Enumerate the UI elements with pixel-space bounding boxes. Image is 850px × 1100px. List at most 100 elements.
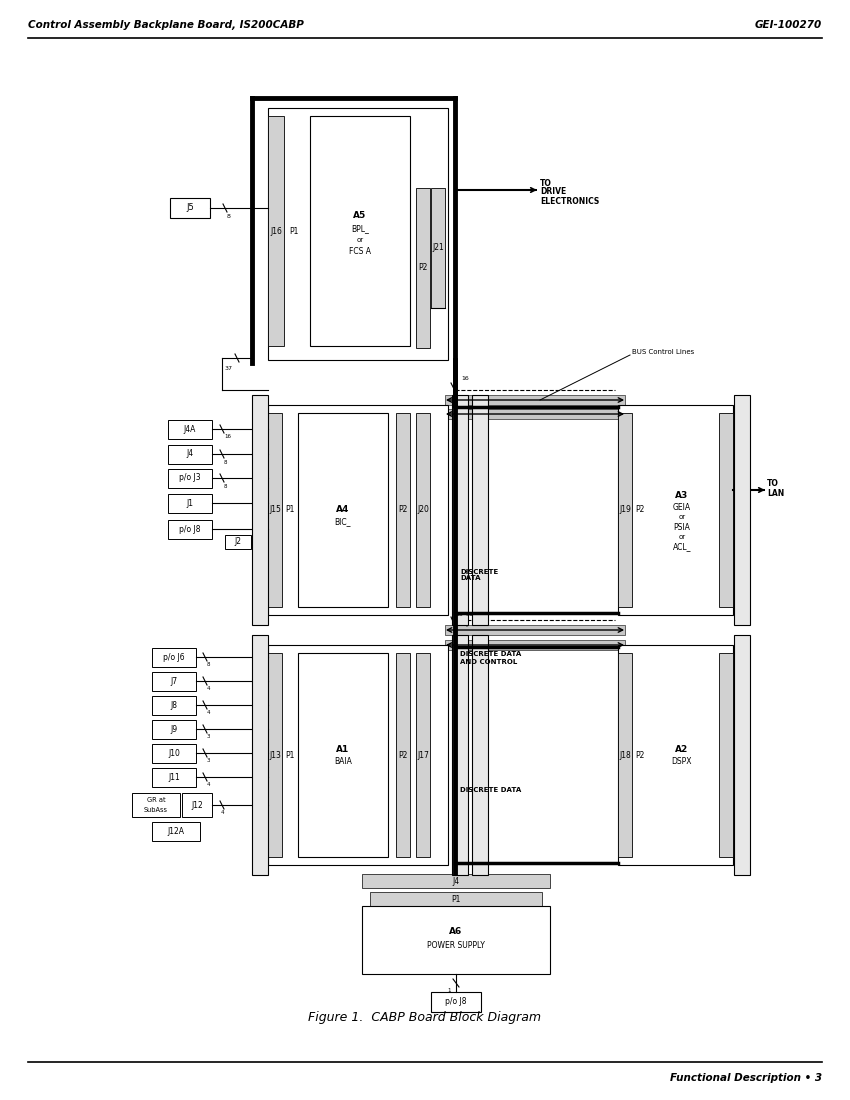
Bar <box>734 395 750 625</box>
Bar <box>445 395 625 405</box>
Text: A1: A1 <box>337 745 349 754</box>
Text: 16: 16 <box>224 434 231 440</box>
Text: 37: 37 <box>225 365 233 371</box>
Bar <box>152 696 196 715</box>
Bar <box>298 653 388 857</box>
Bar <box>618 645 733 865</box>
Text: J9: J9 <box>171 725 178 734</box>
Bar <box>445 409 625 419</box>
Bar <box>396 412 410 607</box>
Text: TO: TO <box>767 480 779 488</box>
Text: J1: J1 <box>186 498 194 507</box>
Bar <box>168 520 212 539</box>
Text: 16: 16 <box>461 375 468 381</box>
Text: P1: P1 <box>286 750 295 759</box>
Bar <box>416 188 430 348</box>
Text: SubAss: SubAss <box>144 807 168 813</box>
Text: J12A: J12A <box>167 826 184 836</box>
Text: BAIA: BAIA <box>334 757 352 766</box>
Text: DRIVE: DRIVE <box>540 187 566 197</box>
Text: 4: 4 <box>220 811 224 815</box>
Bar <box>168 469 212 488</box>
Bar <box>396 653 410 857</box>
Text: P2: P2 <box>635 750 644 759</box>
Text: p/o J3: p/o J3 <box>179 473 201 483</box>
Text: PSIA: PSIA <box>673 522 690 531</box>
Text: LAN: LAN <box>767 488 785 497</box>
Bar <box>618 412 632 607</box>
Text: P1: P1 <box>289 227 298 235</box>
Bar <box>472 395 488 625</box>
Bar <box>252 635 268 874</box>
Text: J16: J16 <box>270 227 282 235</box>
Text: DSPX: DSPX <box>672 757 692 766</box>
Text: P2: P2 <box>418 264 428 273</box>
Text: DISCRETE DATA
AND CONTROL: DISCRETE DATA AND CONTROL <box>460 651 521 664</box>
Text: ELECTRONICS: ELECTRONICS <box>540 197 599 206</box>
Text: BPL_: BPL_ <box>351 224 369 233</box>
Text: 8: 8 <box>207 662 211 668</box>
Text: GEI-100270: GEI-100270 <box>755 20 822 30</box>
Bar <box>719 412 733 607</box>
Bar <box>431 992 481 1012</box>
Text: J8: J8 <box>171 701 178 710</box>
Text: 4: 4 <box>207 686 211 692</box>
Text: J7: J7 <box>171 676 178 685</box>
Bar <box>268 412 282 607</box>
Text: 8: 8 <box>224 484 228 488</box>
Bar <box>362 906 550 974</box>
Text: GR at: GR at <box>147 798 165 803</box>
Bar <box>452 395 468 625</box>
Text: BUS Control Lines: BUS Control Lines <box>632 349 694 355</box>
Bar <box>225 535 251 549</box>
Bar <box>416 653 430 857</box>
Text: ACL_: ACL_ <box>672 542 691 551</box>
Text: BIC_: BIC_ <box>335 517 351 527</box>
Bar <box>168 494 212 513</box>
Bar <box>618 405 733 615</box>
Bar <box>445 625 625 635</box>
Bar <box>132 793 180 817</box>
Bar <box>618 653 632 857</box>
Text: GEIA: GEIA <box>673 503 691 512</box>
Text: J17: J17 <box>417 750 429 759</box>
Text: A3: A3 <box>676 491 688 499</box>
Bar <box>268 653 282 857</box>
Text: DISCRETE
DATA: DISCRETE DATA <box>460 569 498 582</box>
Text: Control Assembly Backplane Board, IS200CABP: Control Assembly Backplane Board, IS200C… <box>28 20 304 30</box>
Text: J10: J10 <box>168 748 180 758</box>
Text: J2: J2 <box>235 538 241 547</box>
Text: J21: J21 <box>432 243 444 253</box>
Text: A6: A6 <box>450 927 462 936</box>
Bar <box>719 653 733 857</box>
Bar <box>168 420 212 439</box>
Text: TO: TO <box>540 178 552 187</box>
Text: or: or <box>356 236 364 243</box>
Text: p/o J6: p/o J6 <box>163 652 184 661</box>
Text: 8: 8 <box>224 460 228 464</box>
Text: p/o J8: p/o J8 <box>445 998 467 1006</box>
Text: J4A: J4A <box>184 425 196 433</box>
Bar <box>310 116 410 346</box>
Text: 8: 8 <box>227 213 231 219</box>
Text: P2: P2 <box>635 506 644 515</box>
Bar <box>298 412 388 607</box>
Text: 16: 16 <box>455 612 463 616</box>
Bar <box>268 108 448 360</box>
Bar <box>445 640 625 650</box>
Bar <box>416 412 430 607</box>
Text: P1: P1 <box>286 506 295 515</box>
Text: 4: 4 <box>207 782 211 788</box>
Bar <box>168 446 212 464</box>
Text: J11: J11 <box>168 772 180 781</box>
Text: 31: 31 <box>465 612 473 616</box>
Text: P2: P2 <box>399 506 408 515</box>
Bar <box>152 822 200 842</box>
Text: J13: J13 <box>269 750 281 759</box>
Bar <box>152 720 196 739</box>
Text: Functional Description • 3: Functional Description • 3 <box>670 1072 822 1084</box>
Text: P2: P2 <box>399 750 408 759</box>
Text: Figure 1.  CABP Board Block Diagram: Figure 1. CABP Board Block Diagram <box>309 1011 541 1023</box>
Bar <box>362 874 550 888</box>
Text: POWER SUPPLY: POWER SUPPLY <box>427 940 485 949</box>
